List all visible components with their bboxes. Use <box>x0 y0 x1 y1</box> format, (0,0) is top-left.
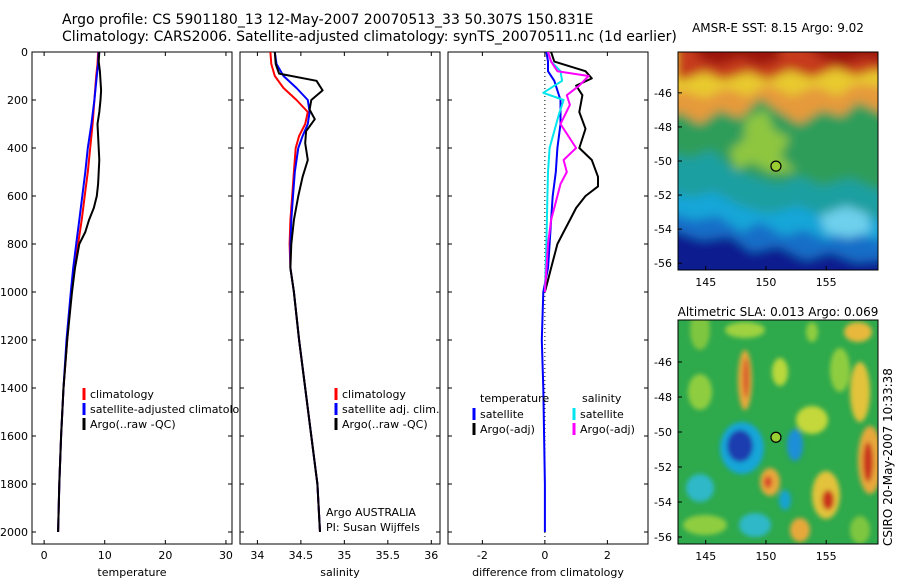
x-axis-label: salinity <box>320 566 360 579</box>
y-tick-label: 1400 <box>0 382 28 395</box>
series-line-salinity-argo-adj- <box>543 52 590 293</box>
x-tick-label: 20 <box>158 549 172 562</box>
series-group <box>540 52 599 532</box>
map-y-tick-label: -46 <box>654 356 672 369</box>
legend-label: climatology <box>342 388 406 401</box>
annotation-text: PI: Susan Wijffels <box>326 521 420 534</box>
y-tick-label: 600 <box>7 190 28 203</box>
x-tick-label: 30 <box>219 549 233 562</box>
map-y-tick-label: -56 <box>654 257 672 270</box>
legend: climatology satellite-adjusted climatolog… <box>82 388 253 431</box>
x-tick-label: 0 <box>41 549 48 562</box>
map-y-tick-label: -50 <box>654 426 672 439</box>
series-line-argo-raw-qc- <box>273 52 324 533</box>
x-tick-label: -2 <box>477 549 488 562</box>
x-tick-label: 0 <box>541 549 548 562</box>
annotation-text: Argo AUSTRALIA <box>326 506 416 519</box>
map-y-tick-label: -46 <box>654 87 672 100</box>
map-x-tick-label: 145 <box>695 276 716 289</box>
y-tick-label: 1800 <box>0 478 28 491</box>
series-line-argo-raw-qc- <box>57 52 103 533</box>
y-tick-label: 0 <box>21 46 28 59</box>
difference-profile-panel: -2 0 2 difference from climatology temperatu… <box>447 51 649 579</box>
legend: climatology satellite adj. clim. Argo(..ra… <box>334 388 439 431</box>
map-x-tick-label: 155 <box>816 550 837 563</box>
sla-field <box>678 320 878 544</box>
x-tick-label: 35.5 <box>376 549 401 562</box>
series-line-temperature-argo-adj- <box>543 52 599 293</box>
series-line-temperature-satellite <box>540 52 562 532</box>
plot-frame <box>239 51 441 545</box>
y-tick-label: 800 <box>7 238 28 251</box>
x-tick-label: 2 <box>604 549 611 562</box>
argo-float-marker <box>770 160 782 172</box>
figure-title-line1: Argo profile: CS 5901180_13 12-May-2007 … <box>62 12 594 28</box>
x-tick-label: 36 <box>424 549 438 562</box>
legend-label: Argo(-adj) <box>480 423 535 436</box>
x-tick-label: 35 <box>337 549 351 562</box>
series-line-salinity-satellite <box>542 52 565 293</box>
legend: temperature salinity satellite Argo(-adj) sa… <box>472 392 635 436</box>
map-x-tick-label: 145 <box>695 550 716 563</box>
sla-map: 145 150 155 -46 -48 -50 -52 -54 -56 <box>654 319 879 563</box>
map-y-tick-label: -54 <box>654 223 672 236</box>
map-y-tick-label: -48 <box>654 121 672 134</box>
legend-group-title: temperature <box>480 392 549 405</box>
map-x-tick-label: 150 <box>755 276 776 289</box>
plot-frame <box>31 51 233 545</box>
x-axis-label: temperature <box>97 566 166 579</box>
x-axis-label: difference from climatology <box>472 566 624 579</box>
legend-label: Argo(-adj) <box>580 423 635 436</box>
legend-label: satellite-adjusted climatology <box>90 403 253 416</box>
x-tick-label: 34 <box>250 549 264 562</box>
y-tick-label: 1200 <box>0 334 28 347</box>
series-group <box>57 52 103 533</box>
sst-map: 145 150 155 -46 -48 -50 -52 -54 -56 <box>654 51 879 289</box>
map-y-tick-label: -50 <box>654 155 672 168</box>
legend-label: Argo(..raw -QC) <box>342 418 428 431</box>
map-y-tick-label: -52 <box>654 461 672 474</box>
y-tick-label: 2000 <box>0 526 28 539</box>
x-tick-label: 34.5 <box>289 549 314 562</box>
sla-map-title: Altimetric SLA: 0.013 Argo: 0.069 <box>678 305 879 319</box>
temperature-profile-panel: 0 10 20 30 0 200 400 600 800 1000 1200 1400 1600 1800… <box>0 46 253 579</box>
x-tick-label: 10 <box>98 549 112 562</box>
map-x-tick-label: 150 <box>755 550 776 563</box>
sst-map-title: AMSR-E SST: 8.15 Argo: 9.02 <box>692 21 864 35</box>
legend-label: satellite <box>480 408 524 421</box>
legend-label: satellite <box>580 408 624 421</box>
y-tick-label: 400 <box>7 142 28 155</box>
map-y-tick-label: -48 <box>654 391 672 404</box>
map-y-tick-label: -54 <box>654 496 672 509</box>
footer-stamp: CSIRO 20-May-2007 10:33:38 <box>881 368 895 546</box>
figure-title-line2: Climatology: CARS2006. Satellite-adjuste… <box>62 29 677 45</box>
y-tick-label: 1000 <box>0 286 28 299</box>
salinity-profile-panel: 34 34.5 35 35.5 36 salinity climatology satelli… <box>239 51 441 579</box>
plot-frame <box>447 51 649 545</box>
y-tick-label: 1600 <box>0 430 28 443</box>
map-y-tick-label: -52 <box>654 189 672 202</box>
y-tick-label: 200 <box>7 94 28 107</box>
legend-label: climatology <box>90 388 154 401</box>
sst-field <box>678 52 878 270</box>
legend-label: satellite adj. clim. <box>342 403 439 416</box>
legend-group-title: salinity <box>582 392 622 405</box>
series-group <box>269 52 324 533</box>
argo-float-marker <box>770 431 782 443</box>
legend-label: Argo(..raw -QC) <box>90 418 176 431</box>
map-x-tick-label: 155 <box>816 276 837 289</box>
map-y-tick-label: -56 <box>654 531 672 544</box>
